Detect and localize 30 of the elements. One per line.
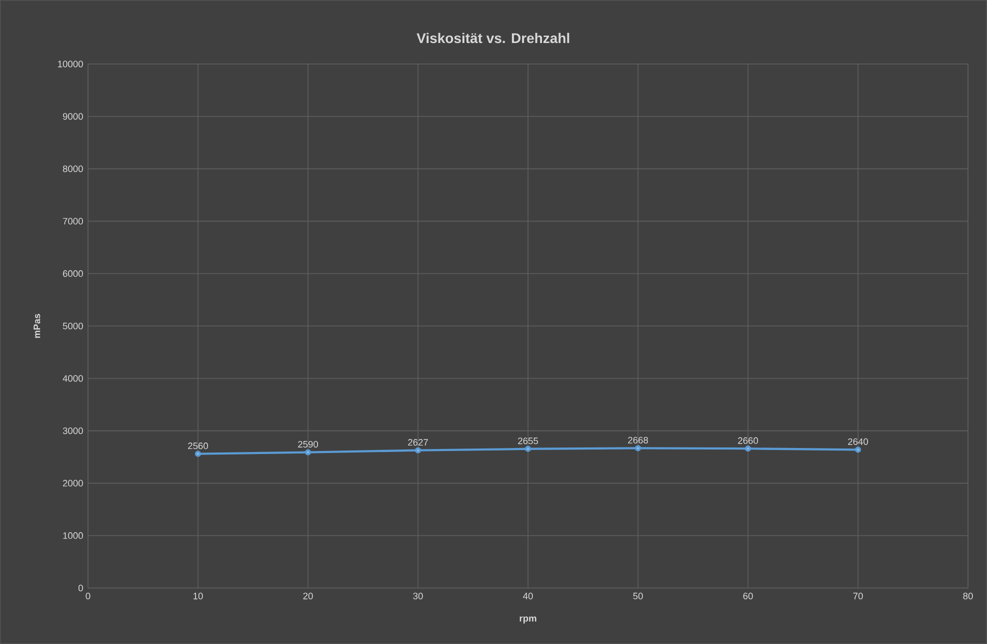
y-tick-label: 0 [78, 584, 83, 592]
x-tick-label: 20 [303, 592, 313, 600]
x-axis-title: rpm [520, 616, 536, 624]
data-label: 2655 [518, 438, 538, 444]
x-tick-label: 70 [853, 592, 863, 600]
x-tick-label: 0 [86, 592, 90, 600]
x-tick-label: 10 [194, 592, 203, 600]
y-tick-label: 1000 [63, 532, 83, 539]
y-tick-label: 3000 [62, 428, 83, 434]
y-tick-label: 2000 [62, 480, 83, 486]
y-tick-label: 6000 [63, 270, 83, 277]
x-tick-label: 40 [523, 592, 533, 600]
data-label: 2640 [848, 438, 868, 445]
data-label: 2560 [188, 442, 208, 450]
x-tick-label: 60 [743, 592, 753, 600]
y-tick-label: 9000 [62, 113, 83, 120]
y-tick-label: 10000 [58, 60, 83, 68]
data-label: 2627 [408, 439, 428, 446]
y-tick-label: 7000 [63, 218, 83, 224]
y-axis-title: mPas [34, 314, 40, 338]
x-tick-label: 80 [963, 592, 973, 600]
y-tick-label: 4000 [62, 375, 83, 382]
data-label: 2590 [298, 440, 318, 448]
chart-title: Viskosität vs. Drehzahl [416, 32, 570, 44]
y-tick-label: 5000 [62, 322, 83, 330]
x-tick-label: 50 [633, 592, 643, 600]
y-tick-label: 8000 [62, 166, 83, 172]
x-tick-label: 30 [413, 592, 423, 600]
data-label: 2660 [738, 437, 758, 444]
data-label: 2668 [628, 436, 648, 444]
